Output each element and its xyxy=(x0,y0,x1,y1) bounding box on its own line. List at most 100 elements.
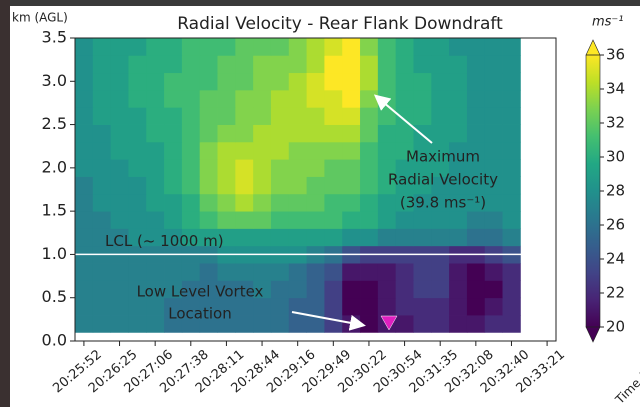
heatmap-cell xyxy=(324,228,343,247)
heatmap-cell xyxy=(449,55,468,74)
heatmap-cell xyxy=(377,107,397,125)
heatmap-cell xyxy=(288,228,307,247)
heatmap-cell xyxy=(288,72,307,91)
heatmap-cell xyxy=(128,38,147,56)
heatmap-cell xyxy=(217,159,236,177)
heatmap-cell xyxy=(449,124,468,143)
heatmap-cell xyxy=(360,228,379,247)
colorbar xyxy=(586,55,600,327)
heatmap-cell xyxy=(270,211,290,229)
heatmap-cell xyxy=(288,280,307,299)
heatmap-cell xyxy=(360,38,379,56)
heatmap-cell xyxy=(484,141,503,160)
heatmap-cell xyxy=(431,297,450,316)
heatmap-cell xyxy=(466,72,486,91)
heatmap-cell xyxy=(110,89,129,108)
heatmap-cell xyxy=(235,159,254,177)
heatmap-cell xyxy=(75,72,94,91)
heatmap-cell xyxy=(128,55,147,74)
heatmap-cell xyxy=(146,176,165,195)
heatmap-cell xyxy=(306,55,325,74)
heatmap-cell xyxy=(288,211,307,229)
y-tick-label: 0.5 xyxy=(42,287,67,306)
heatmap-cell xyxy=(217,141,236,160)
heatmap-cell xyxy=(253,107,272,125)
heatmap-cell xyxy=(128,124,147,143)
heatmap-cell xyxy=(199,297,218,316)
heatmap-cell xyxy=(288,124,307,143)
heatmap-cell xyxy=(360,297,379,316)
heatmap-cell xyxy=(75,176,94,195)
heatmap-cell xyxy=(413,55,432,74)
heatmap-cell xyxy=(110,55,129,74)
heatmap-cell xyxy=(377,297,397,316)
heatmap-cell xyxy=(128,159,147,177)
heatmap-cell xyxy=(342,141,361,160)
heatmap-cell xyxy=(146,315,165,333)
heatmap-cell xyxy=(75,263,94,281)
heatmap-cell xyxy=(199,280,218,299)
heatmap-cell xyxy=(181,193,201,212)
heatmap-cell xyxy=(146,141,165,160)
heatmap-cell xyxy=(342,38,361,56)
heatmap-cell xyxy=(413,38,432,56)
heatmap-cell xyxy=(92,55,112,74)
heatmap-cell xyxy=(395,72,414,91)
heatmap-cell xyxy=(288,107,307,125)
heatmap-cell xyxy=(306,193,325,212)
heatmap-cell xyxy=(270,124,290,143)
heatmap-cell xyxy=(199,124,218,143)
heatmap-cell xyxy=(324,159,343,177)
heatmap-cell xyxy=(288,55,307,74)
heatmap-cell xyxy=(395,176,414,195)
heatmap-cell xyxy=(449,38,468,56)
heatmap-cell xyxy=(466,55,486,74)
heatmap-cell xyxy=(431,107,450,125)
heatmap-cell xyxy=(395,193,414,212)
heatmap-cell xyxy=(360,124,379,143)
heatmap-cell xyxy=(146,124,165,143)
heatmap-cell xyxy=(253,211,272,229)
heatmap-cell xyxy=(110,193,129,212)
heatmap-cell xyxy=(217,211,236,229)
heatmap-cell xyxy=(342,55,361,74)
heatmap-cell xyxy=(502,107,521,125)
overlays: LCL (~ 1000 m) Maximum Radial Velocity (39.… xyxy=(75,94,556,331)
heatmap-cell xyxy=(502,176,521,195)
heatmap-cell xyxy=(306,280,325,299)
heatmap-cell xyxy=(270,159,290,177)
heatmap-cell xyxy=(306,211,325,229)
heatmap-cell xyxy=(164,55,183,74)
heatmap-cell xyxy=(92,89,112,108)
heatmap-cell xyxy=(395,211,414,229)
colorbar-tick-label: 34 xyxy=(606,80,625,98)
heatmap-cell xyxy=(342,107,361,125)
heatmap-cell xyxy=(431,228,450,247)
heatmap-cell xyxy=(484,297,503,316)
heatmap-cell xyxy=(253,89,272,108)
heatmap-cell xyxy=(253,141,272,160)
heatmap-cell xyxy=(360,159,379,177)
heatmap-cell xyxy=(360,72,379,91)
heatmap-cell xyxy=(466,107,486,125)
heatmap-cell xyxy=(253,263,272,281)
heatmap-cell xyxy=(199,72,218,91)
heatmap-cell xyxy=(306,315,325,333)
heatmap-cell xyxy=(75,159,94,177)
heatmap-cell xyxy=(484,124,503,143)
heatmap-cell xyxy=(360,176,379,195)
heatmap-cell xyxy=(128,72,147,91)
heatmap-cell xyxy=(466,297,486,316)
heatmap-cell xyxy=(449,176,468,195)
heatmap-cell xyxy=(181,315,201,333)
heatmap-cell xyxy=(342,211,361,229)
heatmap-cell xyxy=(164,124,183,143)
heatmap-cell xyxy=(253,193,272,212)
heatmap-cell xyxy=(181,228,201,247)
heatmap-cell xyxy=(288,193,307,212)
heatmap-cell xyxy=(288,176,307,195)
heatmap-cell xyxy=(110,263,129,281)
heatmap-cell xyxy=(110,280,129,299)
heatmap-cell xyxy=(484,107,503,125)
